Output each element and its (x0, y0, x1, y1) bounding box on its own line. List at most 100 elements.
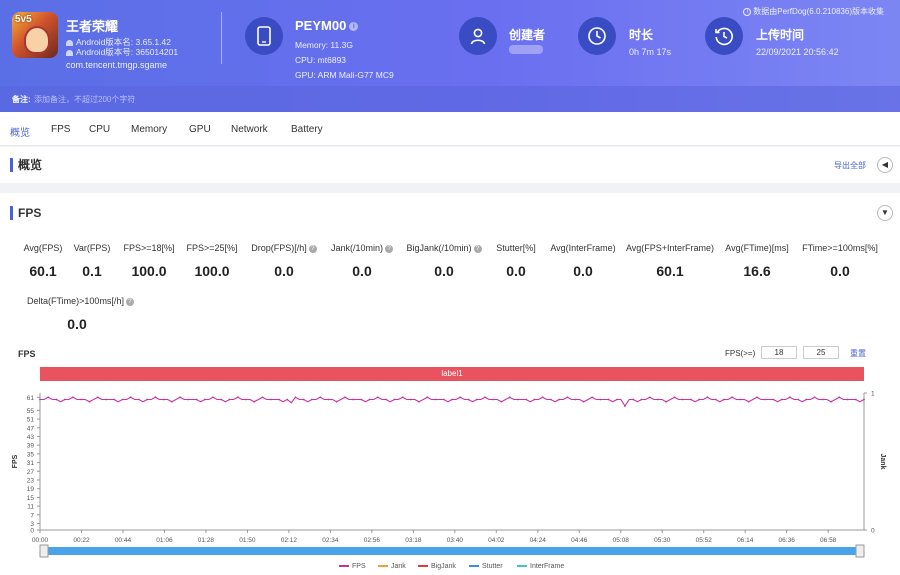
label-bar[interactable]: label1 (40, 367, 864, 381)
user-icon (459, 17, 497, 55)
legend-item-interframe[interactable]: InterFrame (517, 563, 564, 570)
metric-value: 0.0 (573, 263, 593, 279)
info-icon: i (743, 7, 752, 16)
tab-battery[interactable]: Battery (291, 124, 323, 135)
help-icon[interactable]: ? (308, 244, 317, 253)
legend-swatch (378, 565, 388, 568)
android-icon (66, 39, 73, 46)
device-name: PEYM00 i (295, 18, 359, 33)
upload-value: 22/09/2021 20:56:42 (756, 47, 839, 57)
android-version-name: Android版本名: 3.65.1.42 (66, 36, 171, 48)
metric-label: Var(FPS) (74, 243, 111, 253)
metric-label: Avg(FPS) (24, 243, 63, 253)
tab-bar: 概览 FPS CPU Memory GPU Network Battery (0, 112, 900, 146)
metric-label: Jank(/10min)? (330, 243, 394, 253)
android-icon (66, 49, 73, 56)
metric-label: Avg(FTime)[ms] (725, 243, 789, 253)
metric-value: 0.0 (352, 263, 372, 279)
overview-title: 概览 (10, 158, 42, 172)
fps-threshold-input-1[interactable] (761, 346, 797, 359)
metric-label: Drop(FPS)[/h]? (251, 243, 317, 253)
collapse-down-icon[interactable]: ▼ (877, 205, 893, 221)
metric-label-text: Avg(FPS+InterFrame) (625, 243, 715, 253)
legend-swatch (517, 565, 527, 568)
package-name: com.tencent.tmgp.sgame (66, 60, 168, 70)
metric-label-text: Delta(FTime)>100ms[/h] (27, 296, 124, 306)
phone-icon (245, 17, 283, 55)
app-icon-badge: 5v5 (15, 14, 32, 25)
note-bar: 备注: 添加备注，不超过200个字符 (0, 86, 900, 112)
metric-label: FPS>=18[%] (123, 243, 174, 253)
data-source: i 数据由PerfDog(6.0.210836)版本收集 (743, 6, 884, 17)
tab-overview[interactable]: 概览 (10, 128, 30, 139)
metric-value: 0.0 (67, 316, 87, 332)
tab-cpu[interactable]: CPU (89, 124, 111, 135)
legend-label: Stutter (482, 563, 503, 570)
device-gpu: GPU: ARM Mali-G77 MC9 (295, 70, 394, 80)
metric-label-text: Var(FPS) (73, 243, 111, 253)
metric-value: 0.0 (434, 263, 454, 279)
legend-swatch (418, 565, 428, 568)
hero-face-icon (24, 26, 50, 54)
info-icon[interactable]: i (349, 22, 359, 32)
fps-threshold-input-2[interactable] (803, 346, 839, 359)
metric-label-text: FTime>=100ms[%] (802, 243, 878, 253)
metric-label-text: Jank(/10min) (330, 243, 384, 253)
history-icon (705, 17, 743, 55)
collapse-left-icon[interactable]: ◀ (877, 157, 893, 173)
android-version-code-text: Android版本号: 365014201 (76, 47, 179, 57)
tab-network[interactable]: Network (231, 124, 268, 135)
help-icon[interactable]: ? (125, 297, 134, 306)
tab-fps[interactable]: FPS (51, 124, 71, 135)
metric-label-text: BigJank(/10min) (406, 243, 472, 253)
metric-label: FTime>=100ms[%] (802, 243, 878, 253)
legend-swatch (339, 565, 349, 568)
metric-value: 0.0 (274, 263, 294, 279)
fps-filter-label: FPS(>=) (725, 349, 756, 358)
device-memory: Memory: 11.3G (295, 40, 353, 50)
android-version-code: Android版本号: 365014201 (66, 46, 178, 58)
metric-label: Stutter[%] (496, 243, 536, 253)
legend-swatch (469, 565, 479, 568)
metric-label-text: FPS>=25[%] (186, 243, 238, 253)
legend-label: InterFrame (530, 563, 565, 570)
metric-value: 100.0 (194, 263, 230, 279)
legend-item-jank[interactable]: Jank (378, 563, 406, 570)
metric-value: 0.0 (506, 263, 526, 279)
metric-label: FPS>=25[%] (186, 243, 237, 253)
metric-label-text: Avg(FPS) (23, 243, 63, 253)
legend-item-bigjank[interactable]: BigJank (418, 563, 456, 570)
tab-memory[interactable]: Memory (131, 124, 168, 135)
legend-item-stutter[interactable]: Stutter (469, 563, 503, 570)
creator-title: 创建者 (509, 28, 546, 42)
metric-value: 0.1 (82, 263, 102, 279)
device-name-text: PEYM00 (295, 18, 347, 33)
upload-title: 上传时间 (756, 28, 805, 42)
fps-section-title: FPS (10, 206, 41, 220)
reset-link[interactable]: 重置 (850, 349, 866, 358)
legend-label: FPS (352, 563, 366, 570)
android-version-name-text: Android版本名: 3.65.1.42 (76, 37, 171, 47)
metric-label: BigJank(/10min)? (406, 243, 482, 253)
legend-item-fps[interactable]: FPS (339, 563, 366, 570)
note-label: 备注: (12, 95, 31, 104)
legend-label: BigJank (431, 563, 456, 570)
help-icon[interactable]: ? (473, 244, 482, 253)
metric-label: Delta(FTime)>100ms[/h]? (27, 296, 134, 306)
help-icon[interactable]: ? (385, 244, 394, 253)
metric-label: Avg(FPS+InterFrame) (626, 243, 714, 253)
metric-value: 0.0 (830, 263, 850, 279)
duration-title: 时长 (629, 28, 654, 42)
tab-gpu[interactable]: GPU (189, 124, 211, 135)
report-header: 5v5 王者荣耀 Android版本名: 3.65.1.42 Android版本… (0, 0, 900, 112)
note-input[interactable]: 添加备注，不超过200个字符 (34, 95, 136, 104)
metric-label-text: Drop(FPS)[/h] (251, 243, 307, 253)
device-cpu: CPU: mt6893 (295, 55, 347, 65)
header-divider (221, 12, 222, 64)
duration-value: 0h 7m 17s (629, 47, 672, 57)
export-all-link[interactable]: 导出全部 (834, 161, 866, 170)
app-icon: 5v5 (12, 12, 58, 58)
metric-value: 16.6 (743, 263, 771, 279)
metric-value: 100.0 (131, 263, 167, 279)
creator-name-redacted (509, 45, 543, 54)
